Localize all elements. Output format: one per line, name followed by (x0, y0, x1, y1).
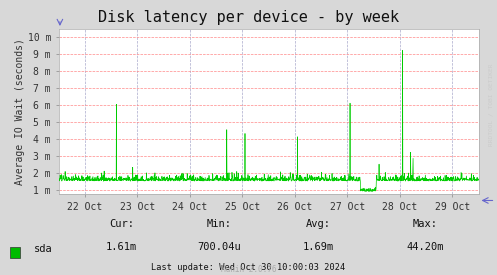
Text: Munin 2.0.76: Munin 2.0.76 (221, 265, 276, 274)
Bar (10, 247, 20, 258)
Text: Cur:: Cur: (109, 219, 134, 229)
Text: 700.04u: 700.04u (197, 243, 241, 252)
Text: Max:: Max: (413, 219, 437, 229)
Text: sda: sda (34, 244, 53, 254)
Text: 1.61m: 1.61m (106, 243, 137, 252)
Text: Last update: Wed Oct 30 10:00:03 2024: Last update: Wed Oct 30 10:00:03 2024 (152, 263, 345, 272)
Text: Min:: Min: (206, 219, 231, 229)
Y-axis label: Average IO Wait (seconds): Average IO Wait (seconds) (15, 38, 25, 185)
Text: 1.69m: 1.69m (303, 243, 333, 252)
Text: Disk latency per device - by week: Disk latency per device - by week (98, 10, 399, 25)
Text: Avg:: Avg: (306, 219, 331, 229)
Text: 44.20m: 44.20m (406, 243, 444, 252)
Text: RRDTOOL / TOBI OETIKER: RRDTOOL / TOBI OETIKER (488, 63, 493, 146)
